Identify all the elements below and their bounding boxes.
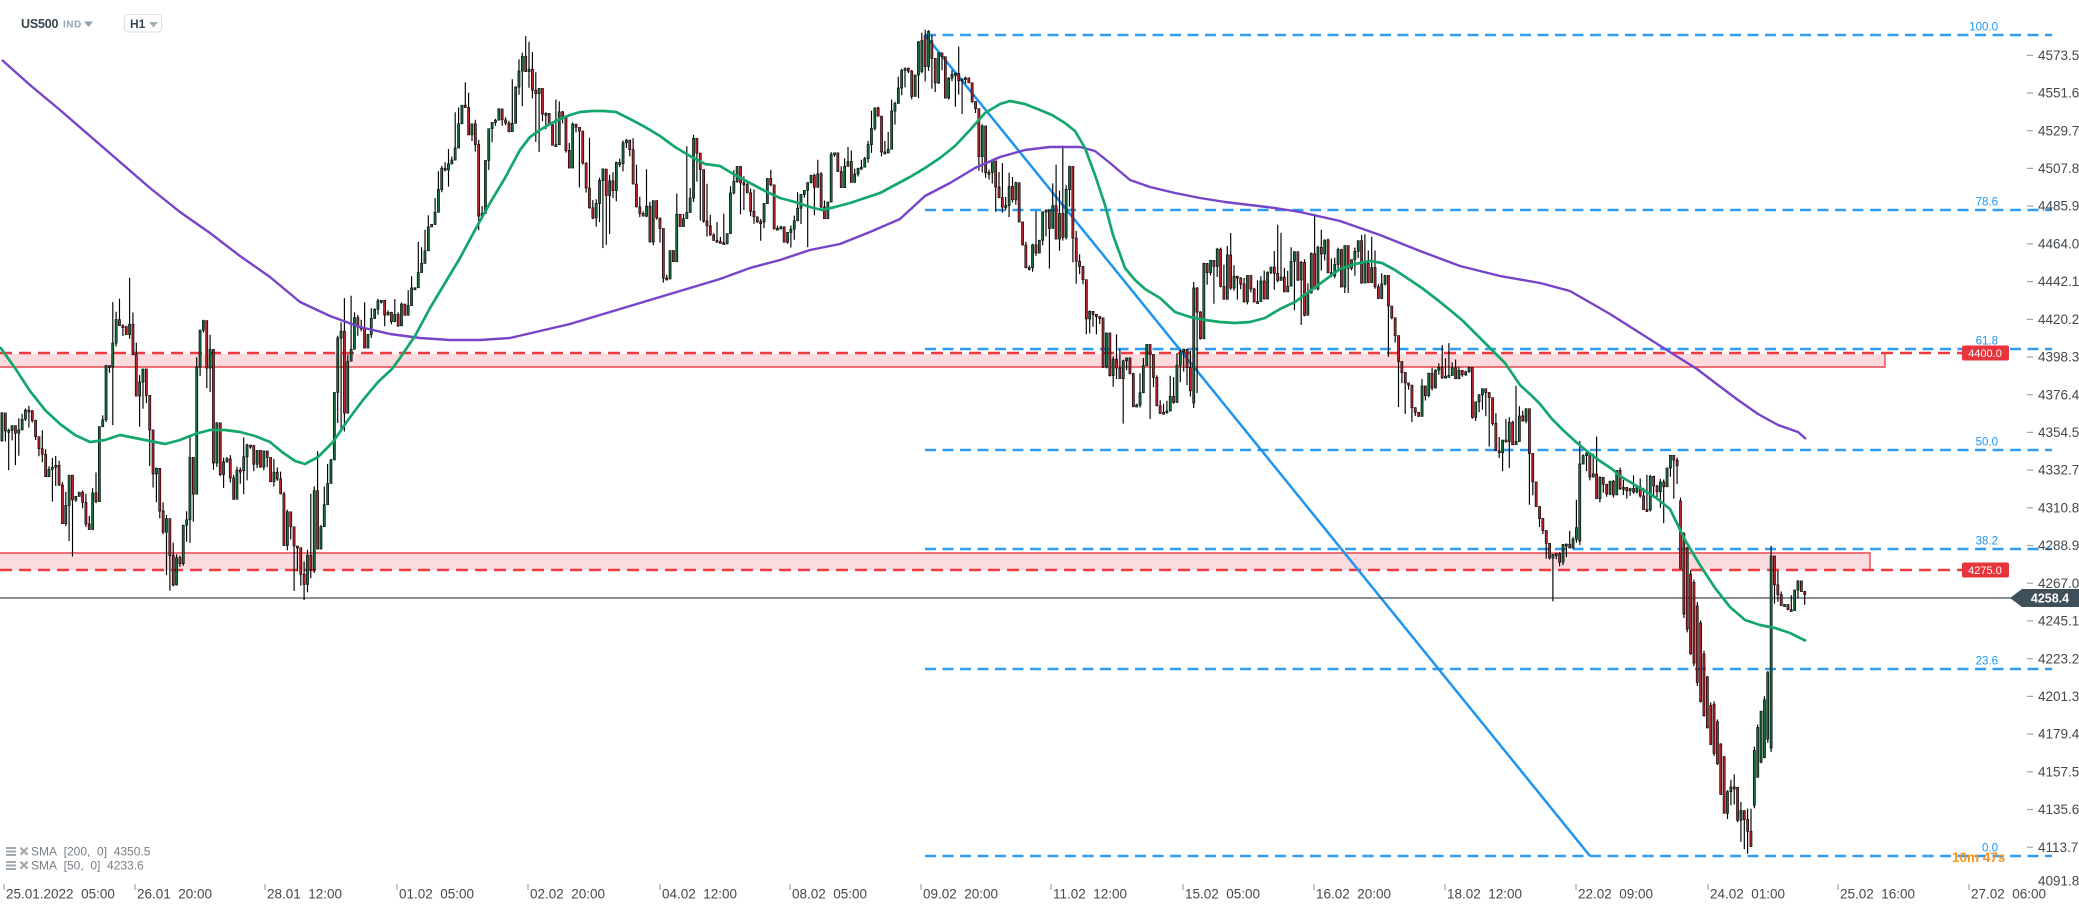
- svg-text:11.02 12:00: 11.02 12:00: [1053, 887, 1127, 902]
- svg-text:4258.4: 4258.4: [2031, 592, 2069, 606]
- svg-text:4275.0: 4275.0: [1968, 565, 2002, 577]
- svg-text:4288.9: 4288.9: [2038, 538, 2079, 553]
- svg-text:25.01.2022 05:00: 25.01.2022 05:00: [6, 887, 115, 902]
- svg-text:IND: IND: [63, 20, 82, 31]
- svg-text:4464.0: 4464.0: [2038, 237, 2079, 252]
- svg-text:4354.5: 4354.5: [2038, 425, 2079, 440]
- svg-text:H1: H1: [130, 17, 146, 31]
- svg-text:SMA [200, 0] 4350.5: SMA [200, 0] 4350.5: [31, 845, 151, 859]
- svg-text:01.02 05:00: 01.02 05:00: [399, 887, 474, 902]
- svg-text:24.02 01:00: 24.02 01:00: [1710, 887, 1785, 902]
- svg-text:4529.7: 4529.7: [2038, 123, 2079, 138]
- svg-text:23.6: 23.6: [1976, 656, 1998, 668]
- svg-text:25.02 16:00: 25.02 16:00: [1840, 887, 1915, 902]
- svg-text:4551.6: 4551.6: [2038, 86, 2079, 101]
- svg-text:22.02 09:00: 22.02 09:00: [1578, 887, 1653, 902]
- svg-text:26.01 20:00: 26.01 20:00: [137, 887, 212, 902]
- svg-text:08.02 05:00: 08.02 05:00: [792, 887, 867, 902]
- svg-text:02.02 20:00: 02.02 20:00: [530, 887, 605, 902]
- svg-text:4442.1: 4442.1: [2038, 274, 2079, 289]
- svg-text:27.02 06:00: 27.02 06:00: [1971, 887, 2046, 902]
- svg-text:4485.9: 4485.9: [2038, 199, 2079, 214]
- svg-text:09.02 20:00: 09.02 20:00: [923, 887, 998, 902]
- svg-text:4201.3: 4201.3: [2038, 689, 2079, 704]
- svg-text:4400.0: 4400.0: [1968, 348, 2002, 360]
- svg-text:4245.1: 4245.1: [2038, 614, 2079, 629]
- svg-text:15.02 05:00: 15.02 05:00: [1185, 887, 1260, 902]
- svg-text:50.0: 50.0: [1976, 437, 1998, 449]
- svg-text:04.02 12:00: 04.02 12:00: [662, 887, 737, 902]
- svg-text:4223.2: 4223.2: [2038, 651, 2079, 666]
- svg-text:4267.0: 4267.0: [2038, 576, 2079, 591]
- svg-text:78.6: 78.6: [1976, 197, 1998, 209]
- svg-text:4091.8: 4091.8: [2038, 874, 2079, 889]
- svg-text:61.8: 61.8: [1976, 336, 1998, 348]
- svg-text:US500: US500: [21, 17, 58, 31]
- svg-text:10m 47s: 10m 47s: [1952, 850, 2005, 865]
- svg-text:18.02 12:00: 18.02 12:00: [1447, 887, 1522, 902]
- svg-text:4157.5: 4157.5: [2038, 764, 2079, 779]
- svg-text:100.0: 100.0: [1969, 22, 1998, 34]
- svg-text:38.2: 38.2: [1976, 536, 1998, 548]
- svg-text:4332.7: 4332.7: [2038, 463, 2079, 478]
- svg-text:4310.8: 4310.8: [2038, 500, 2079, 515]
- svg-text:16.02 20:00: 16.02 20:00: [1316, 887, 1391, 902]
- svg-text:4113.7: 4113.7: [2038, 840, 2078, 855]
- svg-text:4420.2: 4420.2: [2038, 312, 2079, 327]
- svg-text:0.0: 0.0: [1982, 843, 1998, 855]
- svg-text:4376.4: 4376.4: [2038, 387, 2079, 402]
- svg-text:28.01 12:00: 28.01 12:00: [267, 887, 342, 902]
- svg-text:4507.8: 4507.8: [2038, 161, 2079, 176]
- svg-text:4179.4: 4179.4: [2038, 727, 2079, 742]
- svg-text:4135.6: 4135.6: [2038, 802, 2079, 817]
- svg-text:4573.5: 4573.5: [2038, 48, 2079, 63]
- svg-text:SMA [50, 0] 4233.6: SMA [50, 0] 4233.6: [31, 859, 144, 873]
- svg-text:4398.3: 4398.3: [2038, 350, 2079, 365]
